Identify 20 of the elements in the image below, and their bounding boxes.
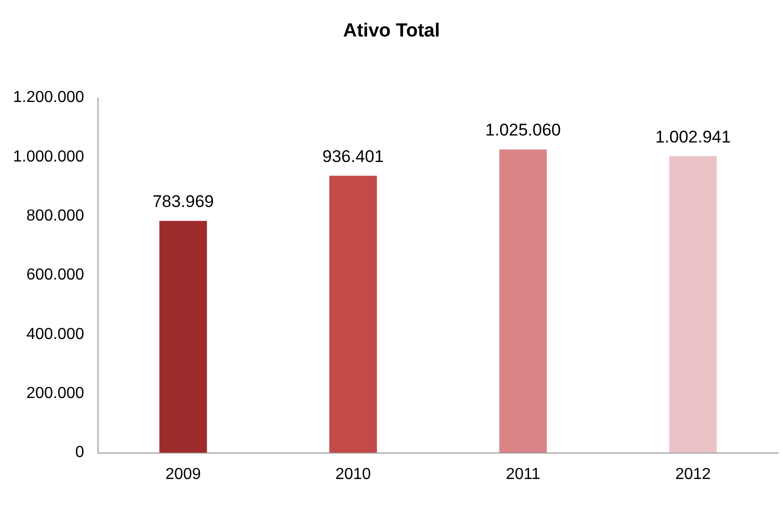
- data-label: 1.025.060: [485, 120, 561, 140]
- y-tick-label: 0: [75, 444, 84, 462]
- data-label: 936.401: [322, 146, 384, 166]
- y-tick-label: 1.200.000: [12, 89, 84, 106]
- x-tick-label: 2012: [675, 466, 711, 483]
- y-tick-label: 600.000: [26, 266, 84, 284]
- y-tick-label: 400.000: [26, 326, 84, 343]
- y-tick-label: 200.000: [26, 385, 84, 402]
- data-label: 1.002.941: [655, 127, 731, 146]
- bar: [669, 156, 717, 453]
- bar: [329, 176, 377, 453]
- y-tick-label: 800.000: [26, 208, 84, 225]
- x-tick-label: 2010: [335, 466, 372, 483]
- y-tick-label: 1.000.000: [12, 148, 84, 166]
- bar: [499, 150, 547, 453]
- data-label: 783.969: [152, 192, 214, 212]
- x-tick-label: 2009: [165, 466, 202, 483]
- x-tick-label: 2011: [506, 466, 540, 483]
- chart-title: Ativo Total: [343, 20, 440, 42]
- bar: [159, 220, 207, 453]
